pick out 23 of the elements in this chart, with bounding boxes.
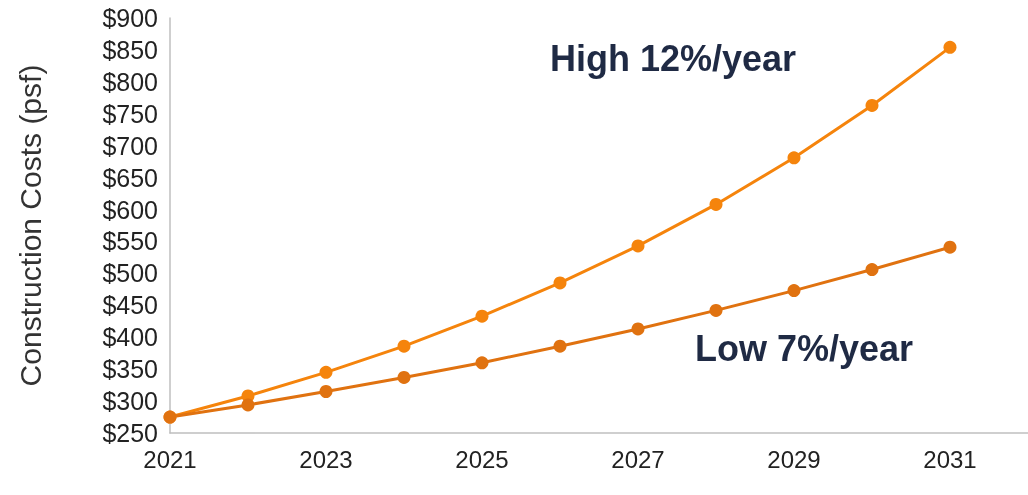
y-tick-label: $750 — [102, 99, 158, 128]
y-tick-label: $500 — [102, 259, 158, 288]
annotation: High 12%/year — [550, 37, 797, 79]
x-tick-label: 2029 — [767, 445, 821, 473]
y-tick-label: $300 — [102, 387, 158, 416]
x-tick-label: 2023 — [299, 445, 353, 473]
x-tick-label: 2025 — [455, 445, 509, 473]
y-tick-label: $550 — [102, 227, 158, 256]
x-tick-label: 2021 — [143, 445, 197, 473]
x-tick-label: 2027 — [611, 445, 665, 473]
y-tick-label: $450 — [102, 291, 158, 320]
y-tick-label: $700 — [102, 131, 158, 160]
x-tick-label: 2031 — [923, 445, 977, 473]
y-tick-label: $350 — [102, 355, 158, 384]
y-tick-label: $800 — [102, 67, 158, 96]
y-tick-label: $850 — [102, 35, 158, 64]
annotation: Low 7%/year — [695, 327, 914, 369]
y-tick-label: $650 — [102, 163, 158, 192]
y-tick-label: $400 — [102, 323, 158, 352]
y-axis-title: Construction Costs (psf) — [13, 64, 47, 387]
y-tick-label: $250 — [102, 419, 158, 447]
y-tick-label: $900 — [102, 4, 158, 32]
y-tick-label: $600 — [102, 195, 158, 224]
